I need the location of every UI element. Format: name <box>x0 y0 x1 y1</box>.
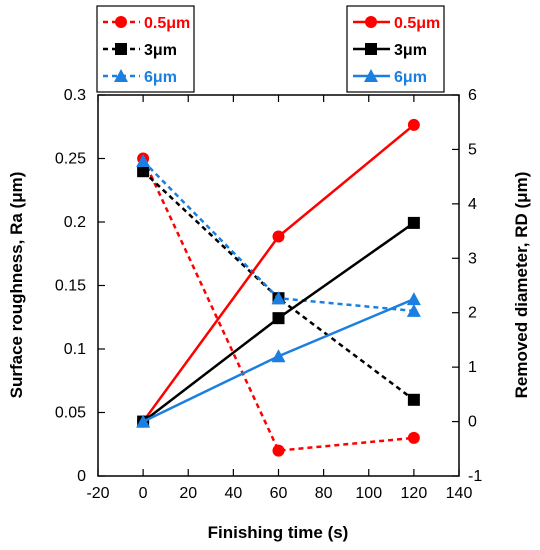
x-tick-label: 20 <box>179 485 197 502</box>
data-point <box>272 444 285 457</box>
legend-right: 0.5μm 3μm 6μm <box>346 5 445 93</box>
left-y-tick-label: 0.05 <box>55 405 86 422</box>
data-point <box>271 349 286 363</box>
data-point <box>406 292 421 306</box>
right-y-tick-label: 5 <box>468 141 477 158</box>
legend-label: 0.5μm <box>394 15 440 32</box>
left-y-tick-label: 0.2 <box>64 214 86 231</box>
legend-marker <box>365 16 377 28</box>
x-tick-label: -20 <box>86 485 109 502</box>
right-y-tick-label: 3 <box>468 250 477 267</box>
data-point <box>272 312 285 325</box>
x-tick-label: 60 <box>270 485 288 502</box>
x-tick-label: 120 <box>401 485 428 502</box>
data-point <box>137 165 150 178</box>
data-point <box>407 216 420 229</box>
data-point <box>407 118 420 131</box>
series-line <box>142 170 415 401</box>
right-y-tick-label: 6 <box>468 87 477 104</box>
left-y-tick-label: 0.1 <box>64 341 86 358</box>
legend-marker <box>365 43 377 55</box>
right-y-tick-label: 4 <box>468 196 477 213</box>
data-point <box>271 291 286 305</box>
left-y-tick-label: 0.15 <box>55 278 86 295</box>
legend-marker <box>114 69 128 82</box>
legend-label: 3μm <box>394 42 427 59</box>
data-point <box>407 393 420 406</box>
legend-label: 6μm <box>394 69 427 86</box>
right-y-axis-title: Removed diameter, RD (μm) <box>512 172 531 399</box>
legend-label: 6μm <box>144 69 177 86</box>
legend-marker <box>364 69 378 82</box>
right-y-tick-label: 0 <box>468 414 477 431</box>
legend-marker <box>115 43 127 55</box>
data-point <box>407 431 420 444</box>
x-axis-title: Finishing time (s) <box>208 523 349 542</box>
legend-label: 0.5μm <box>144 15 190 32</box>
right-y-tick-label: -1 <box>468 468 482 485</box>
x-tick-label: 140 <box>446 485 473 502</box>
x-tick-label: 0 <box>139 485 148 502</box>
data-point <box>272 230 285 243</box>
left-y-axis-title: Surface roughness, Ra (μm) <box>7 172 26 399</box>
x-tick-label: 100 <box>355 485 382 502</box>
legend-marker <box>115 16 127 28</box>
data-point <box>136 154 151 168</box>
left-y-tick-label: 0.3 <box>64 87 86 104</box>
legend-label: 3μm <box>144 42 177 59</box>
x-tick-label: 40 <box>224 485 242 502</box>
series-right-5 <box>136 292 421 428</box>
series-left-2 <box>136 154 421 317</box>
right-y-tick-label: 1 <box>468 359 477 376</box>
x-tick-label: 80 <box>315 485 333 502</box>
left-y-tick-label: 0 <box>77 468 86 485</box>
data-point <box>136 414 151 428</box>
data-point <box>406 303 421 317</box>
left-y-tick-label: 0.25 <box>55 151 86 168</box>
legend-left: 0.5μm 3μm 6μm <box>96 5 195 93</box>
right-y-tick-label: 2 <box>468 305 477 322</box>
